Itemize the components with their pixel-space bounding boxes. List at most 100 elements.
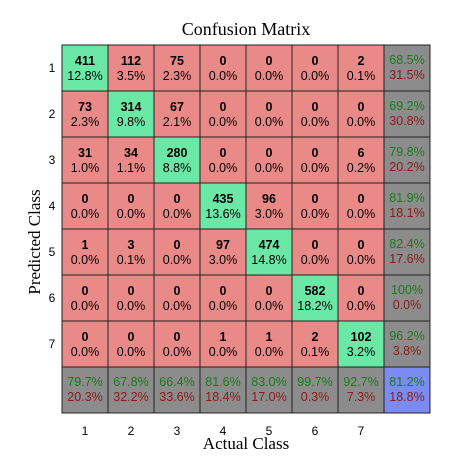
cell-background (199, 90, 247, 138)
matrix-cell: 963.0% (245, 182, 293, 230)
cell-background (199, 274, 247, 322)
cell-count: 0 (174, 330, 181, 344)
cell-count: 67 (170, 100, 184, 114)
cell-count: 0 (174, 284, 181, 298)
cell-background (291, 44, 339, 92)
column-error: 20.3% (67, 390, 102, 404)
matrix-cell: 00.0% (337, 274, 385, 322)
cell-count: 0 (220, 54, 227, 68)
cell-background (291, 90, 339, 138)
x-tick-label: 7 (358, 424, 365, 438)
cell-percent: 0.0% (209, 299, 238, 313)
cell-count: 0 (82, 192, 89, 206)
matrix-cell: 00.0% (337, 90, 385, 138)
cell-count: 474 (259, 238, 280, 252)
cell-percent: 0.0% (117, 207, 146, 221)
matrix-cell: 00.0% (61, 320, 109, 368)
cell-count: 314 (121, 100, 142, 114)
matrix-cell: 732.3% (61, 90, 109, 138)
cell-percent: 0.0% (301, 161, 330, 175)
summary-background (383, 274, 431, 322)
column-recall: 99.7% (297, 375, 332, 389)
matrix-grid: 41112.8%1123.5%752.3%00.0%00.0%00.0%20.1… (61, 44, 431, 414)
cell-background (107, 228, 155, 276)
column-error: 0.3% (301, 390, 330, 404)
matrix-cell: 00.0% (291, 90, 339, 138)
row-summary-cell: 100%0.0% (383, 274, 431, 322)
cell-percent: 0.0% (301, 69, 330, 83)
cell-percent: 2.3% (163, 69, 192, 83)
cell-count: 102 (351, 330, 372, 344)
y-tick-label: 3 (49, 153, 56, 167)
cell-count: 1 (220, 330, 227, 344)
cell-count: 0 (312, 146, 319, 160)
overall-error: 18.8% (389, 390, 424, 404)
matrix-cell: 00.0% (107, 182, 155, 230)
cell-background (337, 182, 385, 230)
matrix-cell: 00.0% (337, 228, 385, 276)
cell-background (153, 274, 201, 322)
row-summary-cell: 68.5%31.5% (383, 44, 431, 92)
cell-percent: 0.0% (209, 115, 238, 129)
cell-count: 0 (82, 330, 89, 344)
cell-percent: 0.0% (255, 69, 284, 83)
cell-background (337, 136, 385, 184)
matrix-cell: 00.0% (245, 44, 293, 92)
cell-percent: 0.0% (117, 345, 146, 359)
matrix-cell: 00.0% (291, 182, 339, 230)
cell-background (291, 320, 339, 368)
cell-background (61, 44, 109, 92)
cell-background (199, 182, 247, 230)
cell-percent: 0.0% (347, 253, 376, 267)
cell-percent: 0.0% (255, 161, 284, 175)
cell-percent: 1.1% (117, 161, 146, 175)
column-error: 17.0% (251, 390, 286, 404)
matrix-cell: 00.0% (107, 274, 155, 322)
cell-percent: 0.0% (347, 207, 376, 221)
cell-count: 0 (174, 192, 181, 206)
cell-background (245, 136, 293, 184)
row-error: 3.8% (393, 344, 422, 358)
row-precision: 79.8% (389, 145, 424, 159)
cell-percent: 0.0% (209, 69, 238, 83)
cell-percent: 0.0% (71, 207, 100, 221)
cell-percent: 0.0% (71, 253, 100, 267)
row-summary-cell: 69.2%30.8% (383, 90, 431, 138)
matrix-cell: 00.0% (245, 274, 293, 322)
cell-count: 6 (358, 146, 365, 160)
cell-count: 112 (121, 54, 141, 68)
cell-count: 3 (128, 238, 135, 252)
cell-count: 435 (213, 192, 234, 206)
cell-background (337, 274, 385, 322)
cell-percent: 3.2% (347, 345, 376, 359)
matrix-cell: 00.0% (61, 182, 109, 230)
x-axis-label: Actual Class (203, 434, 289, 453)
matrix-cell: 672.1% (153, 90, 201, 138)
column-summary-cell: 92.7%7.3% (337, 366, 385, 414)
matrix-cell: 00.0% (153, 228, 201, 276)
cell-count: 2 (358, 54, 365, 68)
matrix-frame (61, 44, 431, 414)
cell-count: 0 (358, 192, 365, 206)
cell-background (61, 274, 109, 322)
cell-percent: 8.8% (163, 161, 192, 175)
matrix-cell: 752.3% (153, 44, 201, 92)
cell-background (291, 228, 339, 276)
summary-background (383, 44, 431, 92)
row-summary-cell: 96.2%3.8% (383, 320, 431, 368)
cell-count: 0 (312, 238, 319, 252)
matrix-cell: 00.0% (61, 274, 109, 322)
column-summary-cell: 67.8%32.2% (107, 366, 155, 414)
cell-percent: 9.8% (117, 115, 146, 129)
cell-percent: 12.8% (67, 69, 102, 83)
cell-percent: 0.0% (117, 299, 146, 313)
cell-count: 0 (174, 238, 181, 252)
summary-background (383, 90, 431, 138)
column-summary-cell: 79.7%20.3% (61, 366, 109, 414)
cell-background (337, 320, 385, 368)
cell-percent: 0.0% (163, 253, 192, 267)
